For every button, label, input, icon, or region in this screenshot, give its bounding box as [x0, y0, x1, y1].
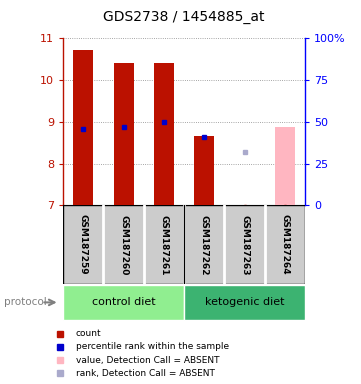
Text: GSM187262: GSM187262	[200, 215, 209, 275]
Text: GDS2738 / 1454885_at: GDS2738 / 1454885_at	[103, 10, 265, 24]
Bar	[73, 50, 93, 205]
Text: GSM187260: GSM187260	[119, 215, 128, 275]
Text: GSM187261: GSM187261	[160, 215, 169, 275]
Text: GSM187264: GSM187264	[280, 215, 290, 275]
FancyBboxPatch shape	[63, 205, 305, 284]
Text: percentile rank within the sample: percentile rank within the sample	[76, 343, 229, 351]
Text: GSM187263: GSM187263	[240, 215, 249, 275]
Bar	[194, 136, 214, 205]
Text: protocol: protocol	[4, 297, 46, 308]
Bar	[114, 63, 134, 205]
Text: GSM187259: GSM187259	[79, 215, 88, 275]
Text: rank, Detection Call = ABSENT: rank, Detection Call = ABSENT	[76, 369, 215, 378]
Text: ketogenic diet: ketogenic diet	[205, 297, 284, 308]
Text: value, Detection Call = ABSENT: value, Detection Call = ABSENT	[76, 356, 219, 365]
Bar	[154, 63, 174, 205]
Text: count: count	[76, 329, 101, 338]
FancyBboxPatch shape	[63, 285, 184, 320]
Bar	[275, 127, 295, 205]
Text: control diet: control diet	[92, 297, 156, 308]
FancyBboxPatch shape	[184, 285, 305, 320]
